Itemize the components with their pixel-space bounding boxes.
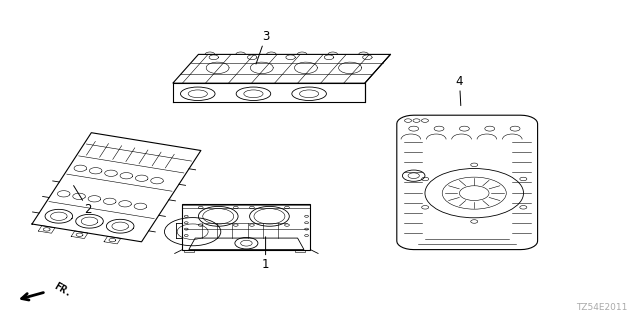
Text: 3: 3 <box>256 30 269 64</box>
Text: 4: 4 <box>456 75 463 106</box>
Text: FR.: FR. <box>52 281 74 299</box>
Text: TZ54E2011: TZ54E2011 <box>576 303 627 312</box>
Text: 2: 2 <box>74 186 92 216</box>
Text: 1: 1 <box>262 237 269 270</box>
